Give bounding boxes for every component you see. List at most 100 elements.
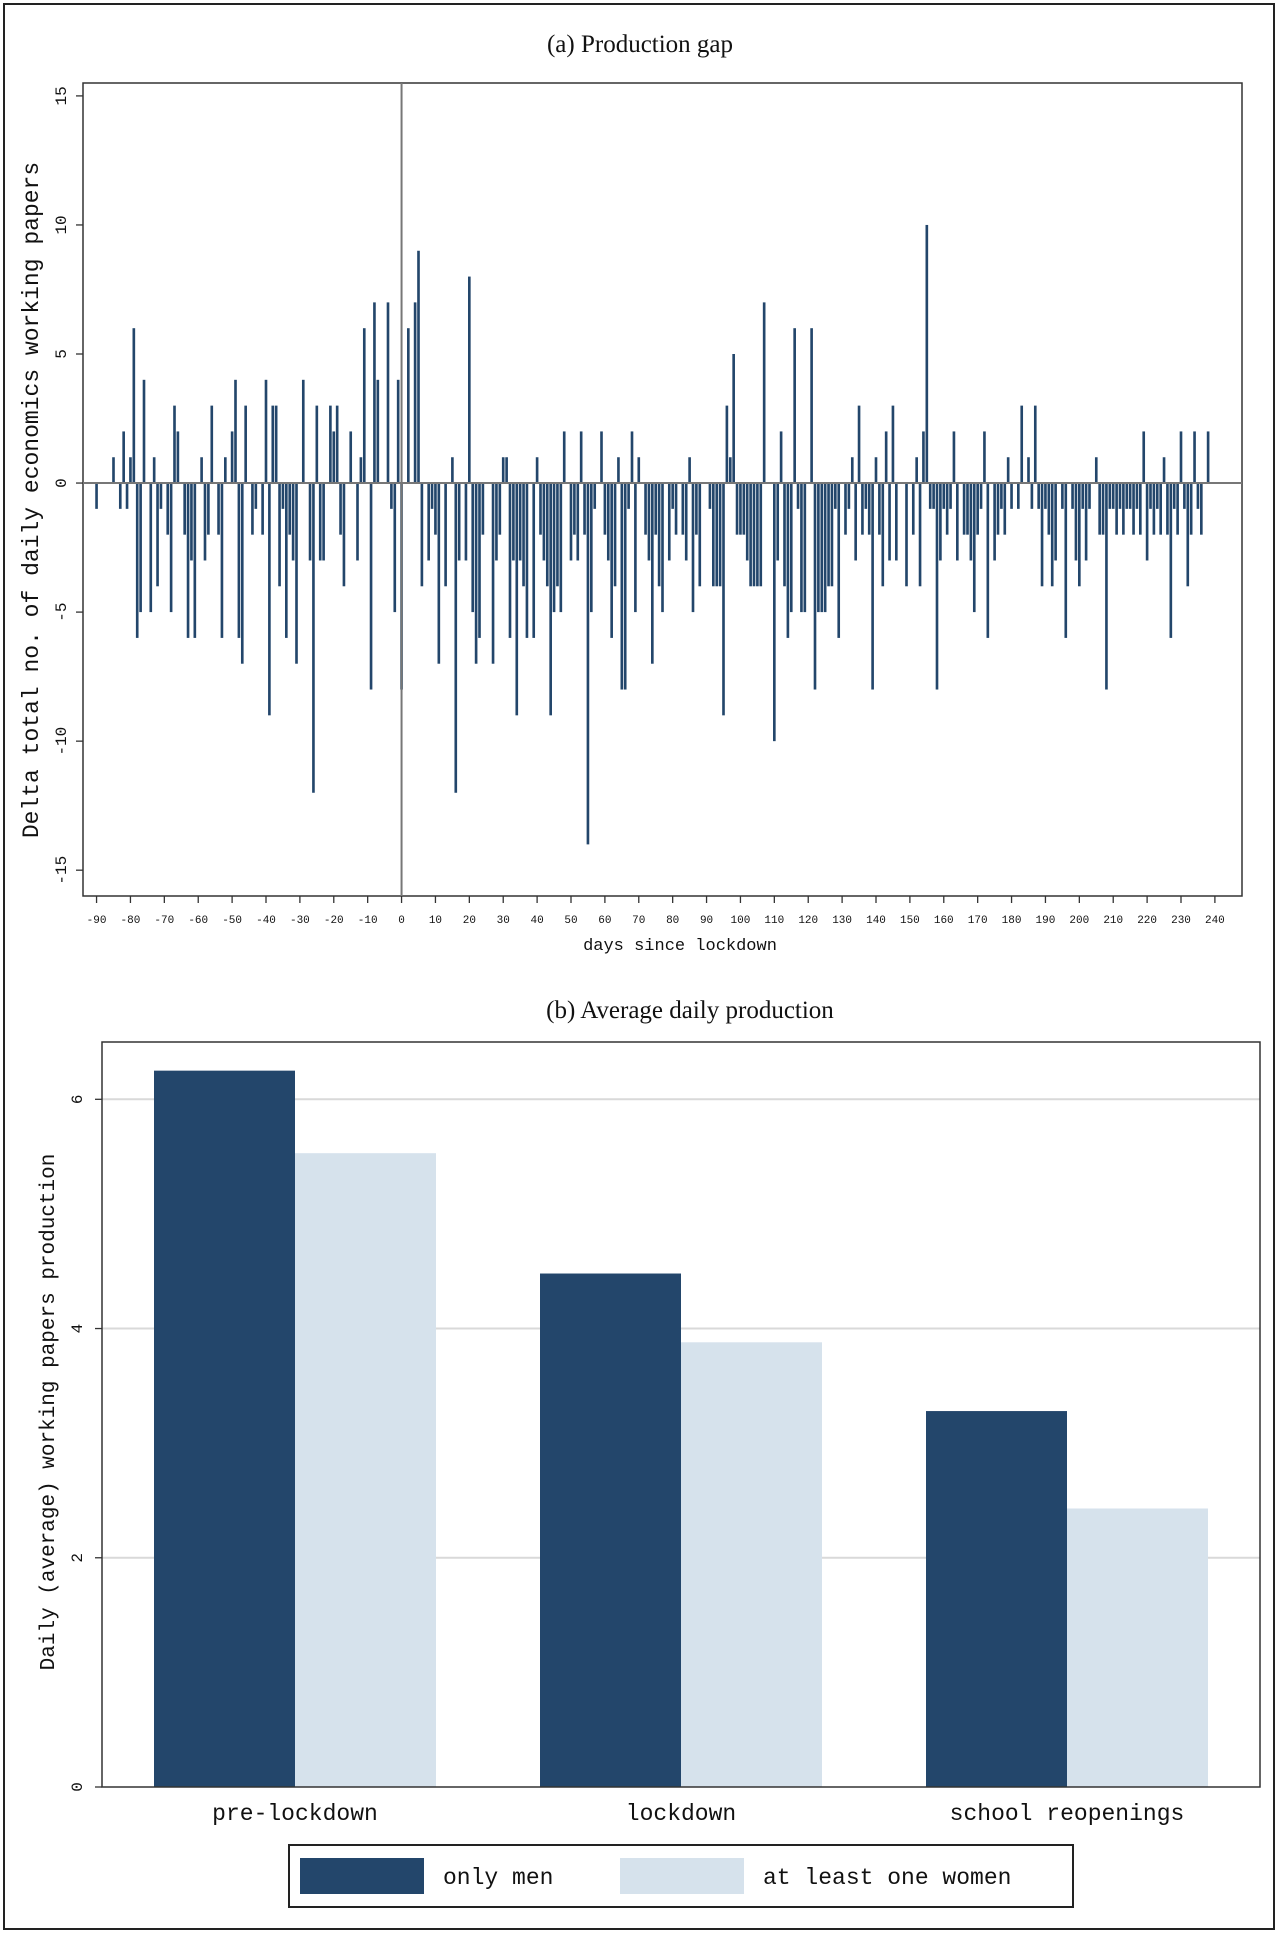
bar-day-33 [512,483,515,561]
bar-day--36 [278,483,281,587]
panel-a-ytick-label: -10 [53,727,71,756]
panel-b-ytick-label: 6 [69,1095,87,1105]
panel-a-xtick-label: -60 [188,915,208,927]
bar-day--68 [169,483,173,613]
bar-day--1 [396,379,400,484]
bar-day-83 [681,483,685,535]
bar-day-190 [1044,483,1047,509]
bar-day--47 [240,483,244,664]
bar-day--46 [244,405,247,484]
bar-day-24 [481,483,485,535]
panel-b-axes: 0 2 4 6 pre-lockdown lockdown school reopening… [69,1041,1261,1827]
bar-day-31 [505,457,508,484]
panel-a-xtick-label: -70 [154,915,174,927]
bar-day--48 [237,483,241,638]
bar-day-22 [474,483,478,664]
bar-day-154 [922,431,925,484]
bar-day--59 [200,457,203,484]
bar-day-46 [556,483,559,587]
bar-day-138 [867,483,871,535]
bar-day-234 [1193,431,1196,484]
panel-b-title: (b) Average daily production [546,997,834,1024]
bar-day-55 [586,483,590,845]
bar-day-146 [895,483,898,561]
panel-b-ytick-label: 2 [69,1553,87,1563]
bar-day-99 [735,483,739,535]
bar-day--79 [132,328,136,484]
bar-day-19 [464,483,468,561]
bar-day-211 [1115,483,1118,535]
bar-day--41 [261,483,264,535]
bar-day--2 [393,483,397,613]
bar-day-229 [1176,483,1179,535]
bar-day--90 [95,483,98,509]
bar-day-205 [1094,457,1098,484]
bar-day--37 [274,405,278,484]
bar-day-28 [495,483,498,561]
bar-day-151 [911,483,915,535]
bar-day-220 [1145,483,1149,561]
bar-day-217 [1135,483,1139,509]
bar-day-135 [857,405,861,484]
bar-day-223 [1155,483,1159,509]
bar-day-161 [945,483,949,535]
panel-a-xtick-label: 30 [497,915,510,927]
bar-day-53 [579,431,583,484]
bar-day--76 [142,379,146,484]
bar-day-238 [1206,431,1210,484]
bar-day--69 [166,483,170,535]
bar-day-132 [847,483,851,509]
panel-b-ytick-label: 0 [69,1782,87,1792]
bar-day-76 [657,483,661,587]
bar-day--18 [339,483,342,535]
bar-day-85 [688,457,691,484]
bar-day-114 [786,483,790,638]
bar-day-172 [983,431,986,484]
bar-day-93 [715,483,719,587]
bar-day-35 [518,483,522,561]
bar-day-91 [708,483,712,509]
bar-day-32 [508,483,512,638]
bar-day--33 [288,483,292,535]
panel-a-xtick-label: 20 [463,915,476,927]
bar-day-173 [986,483,990,638]
bar-day--54 [217,483,220,535]
bar-day-57 [593,483,597,509]
panel-a-title: (a) Production gap [547,31,733,58]
bar-day-5 [417,250,420,484]
bar-day-107 [762,302,766,484]
bar-day-36 [522,483,525,587]
bar-day-101 [742,483,746,535]
bar-day-63 [613,483,617,587]
bar-day-105 [756,483,759,587]
bar-day-52 [576,483,580,561]
bar-day-59 [600,431,603,484]
bar-day--15 [349,431,353,484]
bar-lockdown-at-least-one-women [681,1342,822,1787]
bar-day-210 [1111,483,1115,509]
panel-b-category-label: school reopenings [950,1801,1185,1827]
bar-day-224 [1159,483,1162,535]
bar-day-126 [827,483,830,587]
panel-b-legend: only men at least one women [288,1844,1074,1908]
legend-swatch-only-men [300,1858,424,1894]
bar-day--85 [112,457,115,484]
panel-a-xtick-label: 190 [1036,915,1056,927]
bar-day-41 [539,483,542,535]
bar-day-84 [684,483,688,561]
panel-b-ytick-label: 4 [69,1324,87,1334]
bar-day-73 [647,483,651,561]
bar-day-202 [1084,483,1088,561]
bar-day-236 [1200,483,1203,535]
panel-a-xtick-label: 140 [866,915,886,927]
bar-day-23 [478,483,481,638]
bar-day--63 [186,483,190,638]
bar-day-98 [732,354,735,484]
bar-day--72 [156,483,159,587]
bar-day-162 [949,483,952,509]
bar-day-72 [644,483,647,535]
panel-a-xtick-label: 130 [832,915,852,927]
bar-day-44 [549,483,552,716]
bar-day-42 [542,483,546,561]
